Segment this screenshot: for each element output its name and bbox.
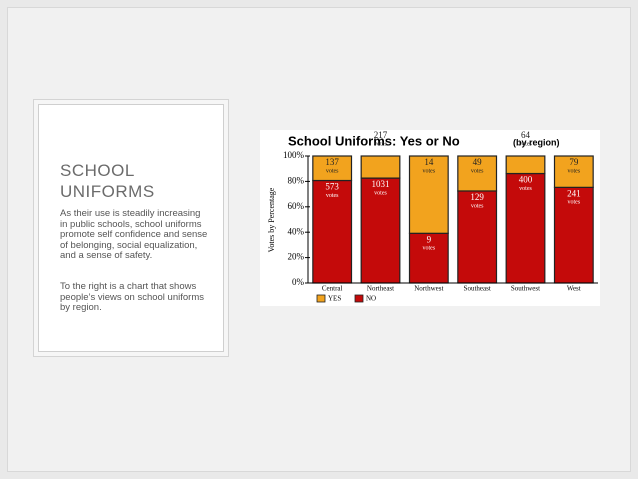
value-unit: votes xyxy=(374,141,387,147)
value-unit: votes xyxy=(374,190,387,196)
value-unit: votes xyxy=(519,141,532,147)
legend-swatch xyxy=(354,294,364,303)
bar-segment xyxy=(553,186,594,284)
value-label: 129 xyxy=(470,192,484,202)
value-unit: votes xyxy=(567,200,580,206)
bar-segment xyxy=(360,177,401,284)
value-label: 1031 xyxy=(372,179,390,189)
bar-segment xyxy=(408,232,449,284)
value-unit: votes xyxy=(471,168,484,174)
bar-segment xyxy=(553,155,594,188)
value-label: 9 xyxy=(427,234,432,244)
value-unit: votes xyxy=(422,246,435,252)
bar-segment xyxy=(505,172,546,284)
y-tick-label: 40% xyxy=(288,226,305,236)
chart-title: School Uniforms: Yes or No xyxy=(288,133,460,148)
bar-segment xyxy=(312,155,353,182)
y-tick-label: 0% xyxy=(292,277,305,287)
value-unit: votes xyxy=(422,168,435,174)
x-tick-label: Northwest xyxy=(414,285,443,293)
legend-label: NO xyxy=(366,295,376,303)
value-label: 217 xyxy=(374,130,388,140)
x-tick-label: Southwest xyxy=(511,285,540,293)
slide-paragraph: To the right is a chart that shows peopl… xyxy=(60,281,204,313)
x-tick-label: West xyxy=(567,285,581,293)
slide-paragraph: As their use is steadily increasing in p… xyxy=(60,208,208,261)
value-label: 14 xyxy=(424,157,434,167)
text-panel xyxy=(38,104,224,352)
value-unit: votes xyxy=(519,186,532,192)
value-label: 79 xyxy=(569,157,579,167)
value-label: 400 xyxy=(519,175,533,185)
value-label: 49 xyxy=(473,157,483,167)
value-unit: votes xyxy=(326,168,339,174)
y-tick-label: 100% xyxy=(283,150,305,160)
value-unit: votes xyxy=(471,203,484,209)
legend-swatch xyxy=(316,294,326,303)
value-label: 64 xyxy=(521,130,531,140)
y-tick-label: 60% xyxy=(288,201,305,211)
legend-label: YES xyxy=(328,295,341,303)
value-unit: votes xyxy=(326,193,339,199)
value-label: 137 xyxy=(325,157,339,167)
x-tick-label: Southeast xyxy=(464,285,491,293)
value-label: 573 xyxy=(325,182,339,192)
y-axis-label: Votes by Percentage xyxy=(267,187,276,252)
x-tick-label: Central xyxy=(322,285,343,293)
chart-subtitle: (by region) xyxy=(513,137,560,147)
bar-segment xyxy=(457,155,498,192)
bar-segment xyxy=(408,155,449,234)
y-tick-label: 20% xyxy=(288,252,305,262)
x-tick-label: Northeast xyxy=(367,285,394,293)
value-unit: votes xyxy=(567,168,580,174)
slide-heading: SCHOOL UNIFORMS xyxy=(60,161,155,201)
value-label: 241 xyxy=(567,188,581,198)
bar-segment xyxy=(360,155,401,179)
y-tick-label: 80% xyxy=(288,175,305,185)
bar-segment xyxy=(505,155,546,175)
